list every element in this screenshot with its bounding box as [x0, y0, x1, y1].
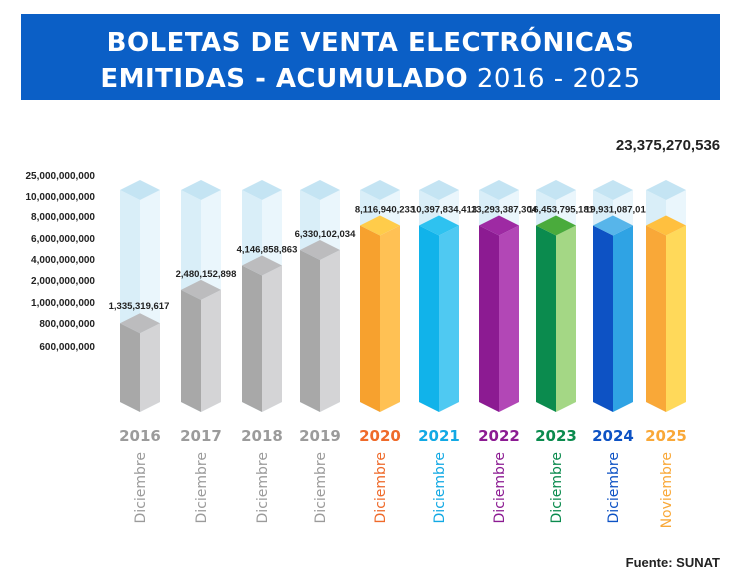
bar-side	[613, 225, 633, 412]
bar-top	[242, 255, 282, 276]
bar-front	[646, 225, 666, 412]
bar-side	[380, 225, 400, 412]
bar-side	[262, 265, 282, 412]
bar-side	[201, 289, 221, 412]
bar-side	[140, 323, 160, 412]
bar-ghost-top	[593, 180, 633, 200]
y-tick-label: 6,000,000,000	[31, 234, 95, 245]
bar-side	[499, 225, 519, 412]
bar-ghost-top	[419, 180, 459, 200]
data-label: 19,931,087,017	[585, 205, 651, 216]
y-tick-label: 25,000,000,000	[25, 171, 95, 182]
bar-top	[360, 215, 400, 236]
month-label: Diciembre	[194, 452, 210, 523]
bar-top	[419, 215, 459, 236]
title-line-2-years: 2016 - 2025	[476, 64, 641, 94]
y-tick-label: 800,000,000	[39, 319, 95, 330]
x-tick-label: 2017	[180, 427, 222, 445]
month-label: Diciembre	[313, 452, 329, 523]
x-tick-label: 2019	[299, 427, 341, 445]
bar-front	[360, 225, 380, 412]
y-tick-label: 600,000,000	[39, 342, 95, 353]
bar-side	[666, 225, 686, 412]
data-label: 16,453,795,181	[528, 205, 595, 216]
data-label: 13,293,387,304	[471, 205, 538, 216]
bar-top	[181, 279, 221, 300]
bar-front	[419, 225, 439, 412]
title-line-2-bold: EMITIDAS - ACUMULADO	[100, 64, 469, 94]
data-label: 8,116,940,233	[355, 205, 415, 216]
data-label: 2,480,152,898	[176, 269, 237, 280]
x-tick-label: 2025	[645, 427, 687, 445]
month-label: Diciembre	[492, 452, 508, 523]
data-label: 1,335,319,617	[109, 301, 170, 312]
title-line-2: EMITIDAS - ACUMULADO 2016 - 2025	[21, 64, 720, 94]
data-label: 10,397,834,413	[411, 205, 477, 216]
x-tick-label: 2016	[119, 427, 161, 445]
bar-ghost-top	[536, 180, 576, 200]
y-tick-label: 1,000,000,000	[31, 298, 95, 309]
bar-front	[479, 225, 499, 412]
month-label: Diciembre	[373, 452, 389, 523]
bar-ghost-top	[242, 180, 282, 200]
x-tick-label: 2022	[478, 427, 520, 445]
month-label: Diciembre	[432, 452, 448, 523]
y-tick-label: 8,000,000,000	[31, 212, 95, 223]
bar-side	[556, 225, 576, 412]
data-label: 4,146,858,863	[237, 244, 298, 255]
bar-ghost-top	[479, 180, 519, 200]
month-label: Diciembre	[606, 452, 622, 523]
x-tick-label: 2024	[592, 427, 634, 445]
bar-top	[120, 313, 160, 334]
bar-ghost-top	[120, 180, 160, 200]
data-label: 23,375,270,536	[616, 137, 720, 154]
bar-top	[646, 215, 686, 236]
x-tick-label: 2023	[535, 427, 577, 445]
bar-front	[242, 265, 262, 412]
bar-ghost-top	[360, 180, 400, 200]
month-label: Diciembre	[549, 452, 565, 523]
bar-ghost-top	[300, 180, 340, 200]
bar-front	[536, 225, 556, 412]
bar-side	[439, 225, 459, 412]
bar-side	[320, 249, 340, 412]
x-tick-label: 2020	[359, 427, 401, 445]
month-label: Diciembre	[255, 452, 271, 523]
bar-front	[120, 323, 140, 412]
x-tick-label: 2021	[418, 427, 460, 445]
bar-front	[593, 225, 613, 412]
bar-top	[593, 215, 633, 236]
x-tick-label: 2018	[241, 427, 283, 445]
y-tick-label: 4,000,000,000	[31, 255, 95, 266]
data-label: 6,330,102,034	[295, 229, 356, 240]
month-label: Diciembre	[133, 452, 149, 523]
bar-top	[536, 215, 576, 236]
source-note: Fuente: SUNAT	[625, 555, 720, 570]
month-label: Noviembre	[659, 452, 675, 528]
bar-front	[300, 249, 320, 412]
title-banner: BOLETAS DE VENTA ELECTRÓNICAS EMITIDAS -…	[21, 14, 720, 100]
bar-top	[300, 239, 340, 260]
bar-top	[479, 215, 519, 236]
bar-ghost-top	[646, 180, 686, 200]
y-tick-label: 10,000,000,000	[25, 192, 95, 203]
title-line-1: BOLETAS DE VENTA ELECTRÓNICAS	[106, 28, 635, 58]
bar-ghost-top	[181, 180, 221, 200]
bar-front	[181, 289, 201, 412]
y-tick-label: 2,000,000,000	[31, 276, 95, 287]
